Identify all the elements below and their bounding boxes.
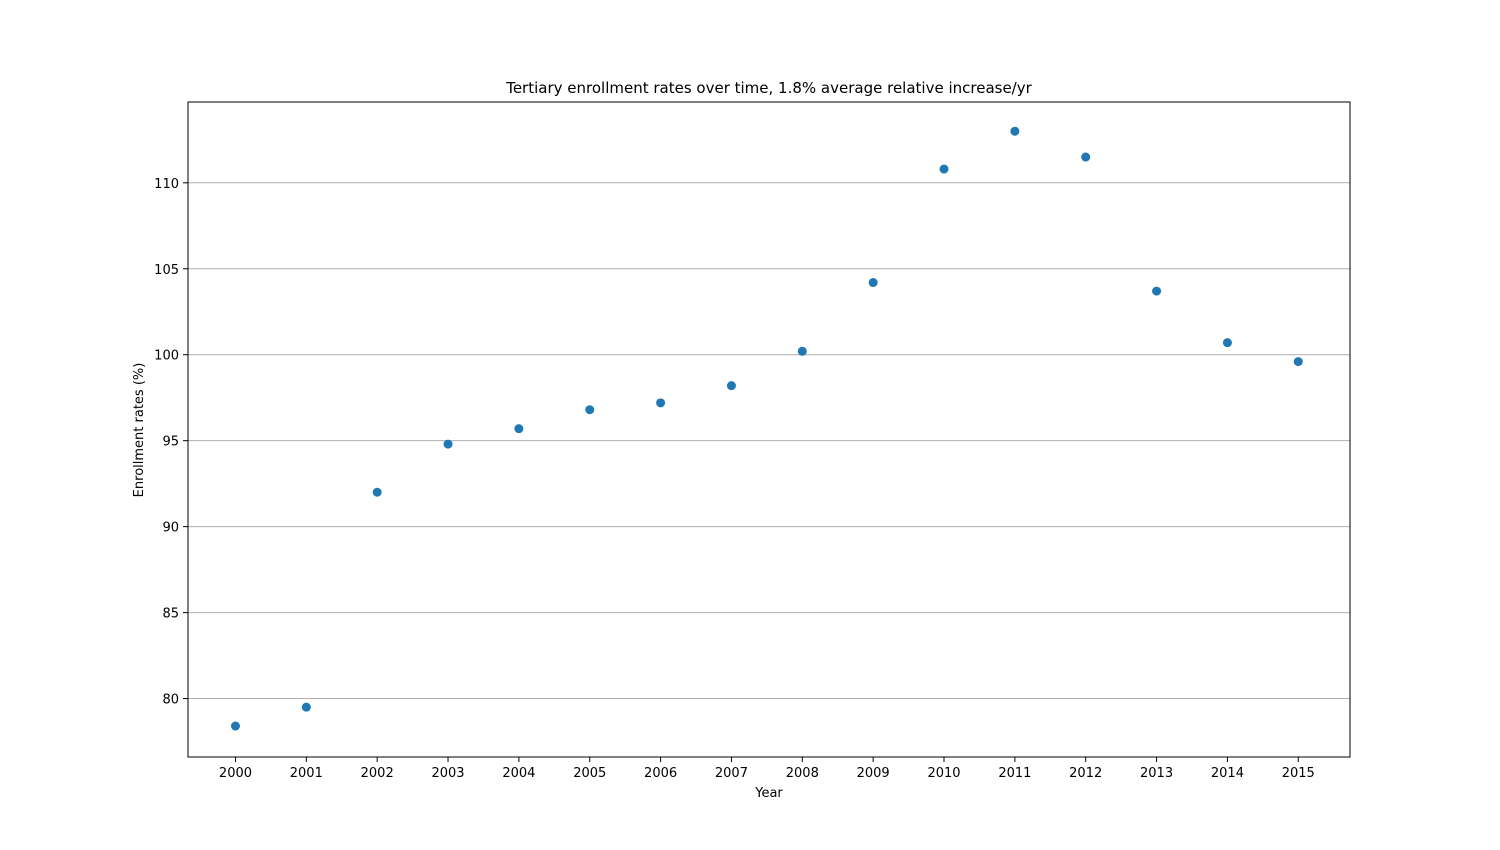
data-point [230, 721, 240, 731]
chart-title: Tertiary enrollment rates over time, 1.8… [505, 79, 1032, 97]
data-point [372, 487, 382, 497]
x-tick-label: 2008 [786, 766, 819, 781]
x-tick-label: 2014 [1211, 766, 1244, 781]
x-tick-label: 2007 [715, 766, 748, 781]
x-tick-label: 2009 [857, 766, 890, 781]
data-point [514, 424, 524, 434]
data-point [585, 405, 595, 415]
y-axis-label: Enrollment rates (%) [132, 363, 147, 498]
data-point [656, 398, 666, 408]
x-tick-label: 2010 [927, 766, 960, 781]
y-tick-label: 95 [162, 435, 179, 450]
x-tick-label: 2003 [431, 766, 464, 781]
x-axis-label: Year [754, 786, 783, 801]
x-tick-label: 2004 [502, 766, 535, 781]
data-point [443, 439, 453, 449]
y-tick-label: 85 [162, 607, 179, 622]
y-tick-label: 100 [154, 349, 179, 364]
data-point [1152, 286, 1162, 296]
gridlines [188, 182, 1350, 700]
data-point [726, 381, 736, 391]
x-tick-label: 2001 [290, 766, 323, 781]
y-tick-label: 110 [154, 177, 179, 192]
x-tick-label: 2011 [998, 766, 1031, 781]
data-point [301, 702, 311, 712]
x-tick-label: 2000 [219, 766, 252, 781]
x-tick-label: 2012 [1069, 766, 1102, 781]
data-points [230, 126, 1303, 731]
data-point [1293, 357, 1303, 367]
data-point [1222, 338, 1232, 348]
x-tick-label: 2002 [361, 766, 394, 781]
y-tick-label: 80 [162, 693, 179, 708]
data-point [1081, 152, 1091, 162]
x-tick-label: 2015 [1282, 766, 1315, 781]
y-tick-label: 105 [154, 263, 179, 278]
y-axis: 80 85 90 95 100 105 110 [154, 177, 188, 708]
data-point [1010, 126, 1020, 136]
plot-frame [187, 101, 1351, 758]
x-tick-label: 2005 [573, 766, 606, 781]
x-tick-label: 2013 [1140, 766, 1173, 781]
y-tick-label: 90 [162, 521, 179, 536]
data-point [868, 278, 878, 288]
x-axis: 2000 2001 2002 2003 2004 2005 2006 2007 2008 2009… [219, 757, 1315, 781]
data-point [797, 346, 807, 356]
x-tick-label: 2006 [644, 766, 677, 781]
data-point [939, 164, 949, 174]
